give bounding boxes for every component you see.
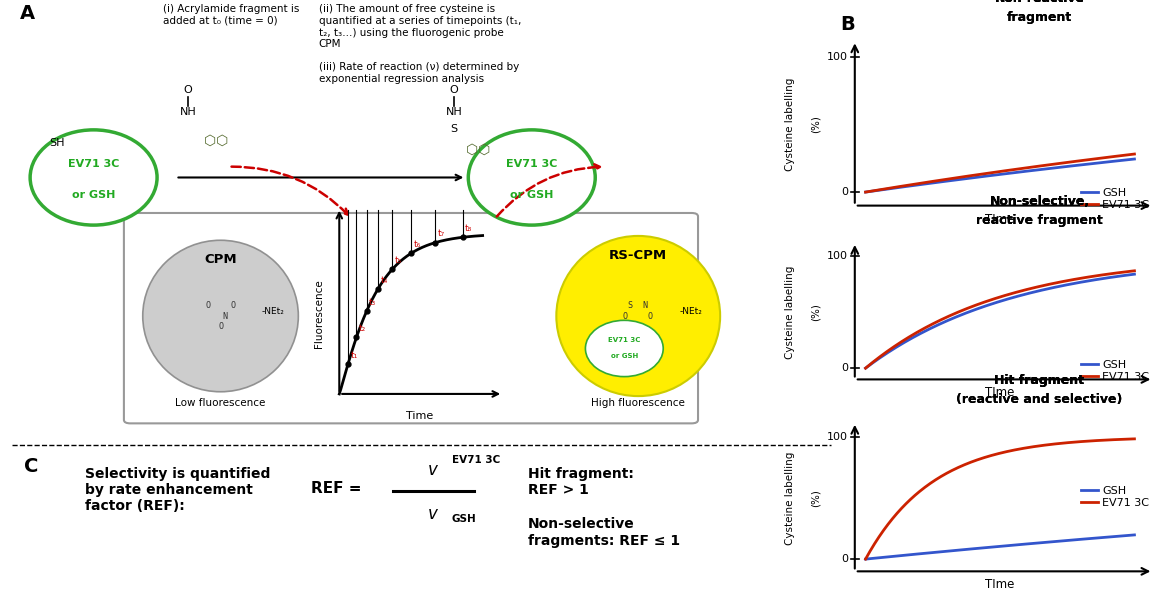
- Text: NH: NH: [179, 107, 197, 117]
- Text: Hit fragment: Hit fragment: [994, 374, 1085, 387]
- Legend: GSH, EV71 3C: GSH, EV71 3C: [1080, 186, 1150, 211]
- Text: or GSH: or GSH: [71, 190, 116, 200]
- Text: or GSH: or GSH: [611, 353, 638, 359]
- Text: EV71 3C: EV71 3C: [608, 337, 640, 343]
- Text: t₃: t₃: [369, 298, 377, 307]
- Text: (%): (%): [811, 303, 821, 321]
- Text: (%): (%): [811, 116, 821, 133]
- Text: TIme: TIme: [985, 213, 1014, 226]
- Text: (ii) The amount of free cysteine is
quantified at a series of timepoints (t₁,
t₂: (ii) The amount of free cysteine is quan…: [318, 4, 521, 84]
- Text: O    O
  N
O: O O N O: [206, 301, 235, 331]
- Text: S  N
O    O
O: S N O O O: [624, 301, 653, 331]
- Text: Fluorescence: Fluorescence: [314, 279, 324, 348]
- Text: Non-selective,: Non-selective,: [990, 195, 1089, 208]
- Text: t₅: t₅: [394, 256, 402, 265]
- Ellipse shape: [143, 240, 298, 392]
- Text: SH: SH: [49, 138, 64, 148]
- Text: Cysteine labelling: Cysteine labelling: [785, 78, 796, 171]
- FancyBboxPatch shape: [124, 213, 698, 423]
- Text: (i) Acrylamide fragment is
added at t₀ (time = 0): (i) Acrylamide fragment is added at t₀ (…: [163, 4, 300, 26]
- Text: EV71 3C: EV71 3C: [452, 455, 500, 466]
- Text: Hit fragment: Hit fragment: [994, 374, 1085, 387]
- Text: Low fluorescence: Low fluorescence: [176, 397, 266, 407]
- Text: Time: Time: [406, 410, 433, 420]
- Text: Hit fragment:
REF > 1: Hit fragment: REF > 1: [528, 467, 633, 497]
- Text: O: O: [449, 85, 459, 95]
- Text: A: A: [20, 4, 35, 23]
- Text: t₆: t₆: [413, 240, 421, 249]
- Text: REF =: REF =: [310, 481, 366, 496]
- Text: RS-CPM: RS-CPM: [610, 249, 667, 262]
- Text: EV71 3C: EV71 3C: [68, 160, 119, 170]
- Text: EV71 3C: EV71 3C: [507, 160, 557, 170]
- Text: fragment: fragment: [1007, 11, 1072, 24]
- Text: TIme: TIme: [985, 385, 1014, 398]
- Text: Non-selective
fragments: REF ≤ 1: Non-selective fragments: REF ≤ 1: [528, 518, 680, 548]
- Text: t₈: t₈: [464, 224, 473, 233]
- Text: (reactive and selective): (reactive and selective): [956, 393, 1123, 406]
- Ellipse shape: [585, 320, 663, 377]
- Text: Hit fragment: Hit fragment: [994, 374, 1085, 387]
- Text: 0: 0: [841, 554, 848, 564]
- Text: O: O: [184, 85, 192, 95]
- Ellipse shape: [557, 236, 721, 396]
- Text: NH: NH: [446, 107, 462, 117]
- Text: 100: 100: [827, 52, 848, 62]
- Text: Non-reactive: Non-reactive: [994, 0, 1085, 5]
- Text: Non-reactive: Non-reactive: [994, 0, 1085, 5]
- Text: reactive fragment: reactive fragment: [976, 214, 1103, 227]
- Text: Cysteine labelling: Cysteine labelling: [785, 451, 796, 544]
- Text: 0: 0: [841, 187, 848, 197]
- Text: (reactive and selective): (reactive and selective): [956, 393, 1123, 406]
- Text: reactive fragment: reactive fragment: [976, 214, 1103, 227]
- Text: 0: 0: [841, 363, 848, 373]
- Text: -NEt₂: -NEt₂: [261, 307, 284, 316]
- Text: High fluorescence: High fluorescence: [591, 397, 686, 407]
- Text: ⬡⬡: ⬡⬡: [205, 133, 228, 148]
- Legend: GSH, EV71 3C: GSH, EV71 3C: [1080, 358, 1150, 383]
- Text: -NEt₂: -NEt₂: [679, 307, 702, 316]
- Text: $v$: $v$: [427, 461, 440, 479]
- Text: ⬡⬡: ⬡⬡: [467, 142, 490, 157]
- Text: 100: 100: [827, 251, 848, 260]
- Legend: GSH, EV71 3C: GSH, EV71 3C: [1080, 484, 1150, 509]
- Text: t₁: t₁: [350, 351, 358, 360]
- Text: GSH: GSH: [452, 514, 476, 524]
- Text: Cysteine labelling: Cysteine labelling: [785, 265, 796, 359]
- Ellipse shape: [30, 130, 157, 225]
- Text: t₇: t₇: [438, 229, 445, 238]
- Text: CPM: CPM: [205, 253, 236, 266]
- Text: t₂: t₂: [359, 324, 366, 333]
- Text: Non-reactive: Non-reactive: [994, 0, 1085, 5]
- Text: t₄: t₄: [380, 276, 387, 285]
- Text: (%): (%): [811, 489, 821, 507]
- Text: B: B: [840, 15, 855, 34]
- Text: $v$: $v$: [427, 505, 440, 524]
- Text: C: C: [23, 457, 39, 476]
- Text: Non-selective,: Non-selective,: [990, 195, 1089, 208]
- Text: TIme: TIme: [985, 578, 1014, 591]
- Text: fragment: fragment: [1007, 11, 1072, 24]
- Text: S: S: [450, 124, 457, 134]
- Text: Selectivity is quantified
by rate enhancement
factor (REF):: Selectivity is quantified by rate enhanc…: [85, 467, 270, 513]
- Text: or GSH: or GSH: [510, 190, 553, 200]
- Text: 100: 100: [827, 432, 848, 442]
- Ellipse shape: [468, 130, 596, 225]
- Text: Non-selective,: Non-selective,: [990, 195, 1089, 208]
